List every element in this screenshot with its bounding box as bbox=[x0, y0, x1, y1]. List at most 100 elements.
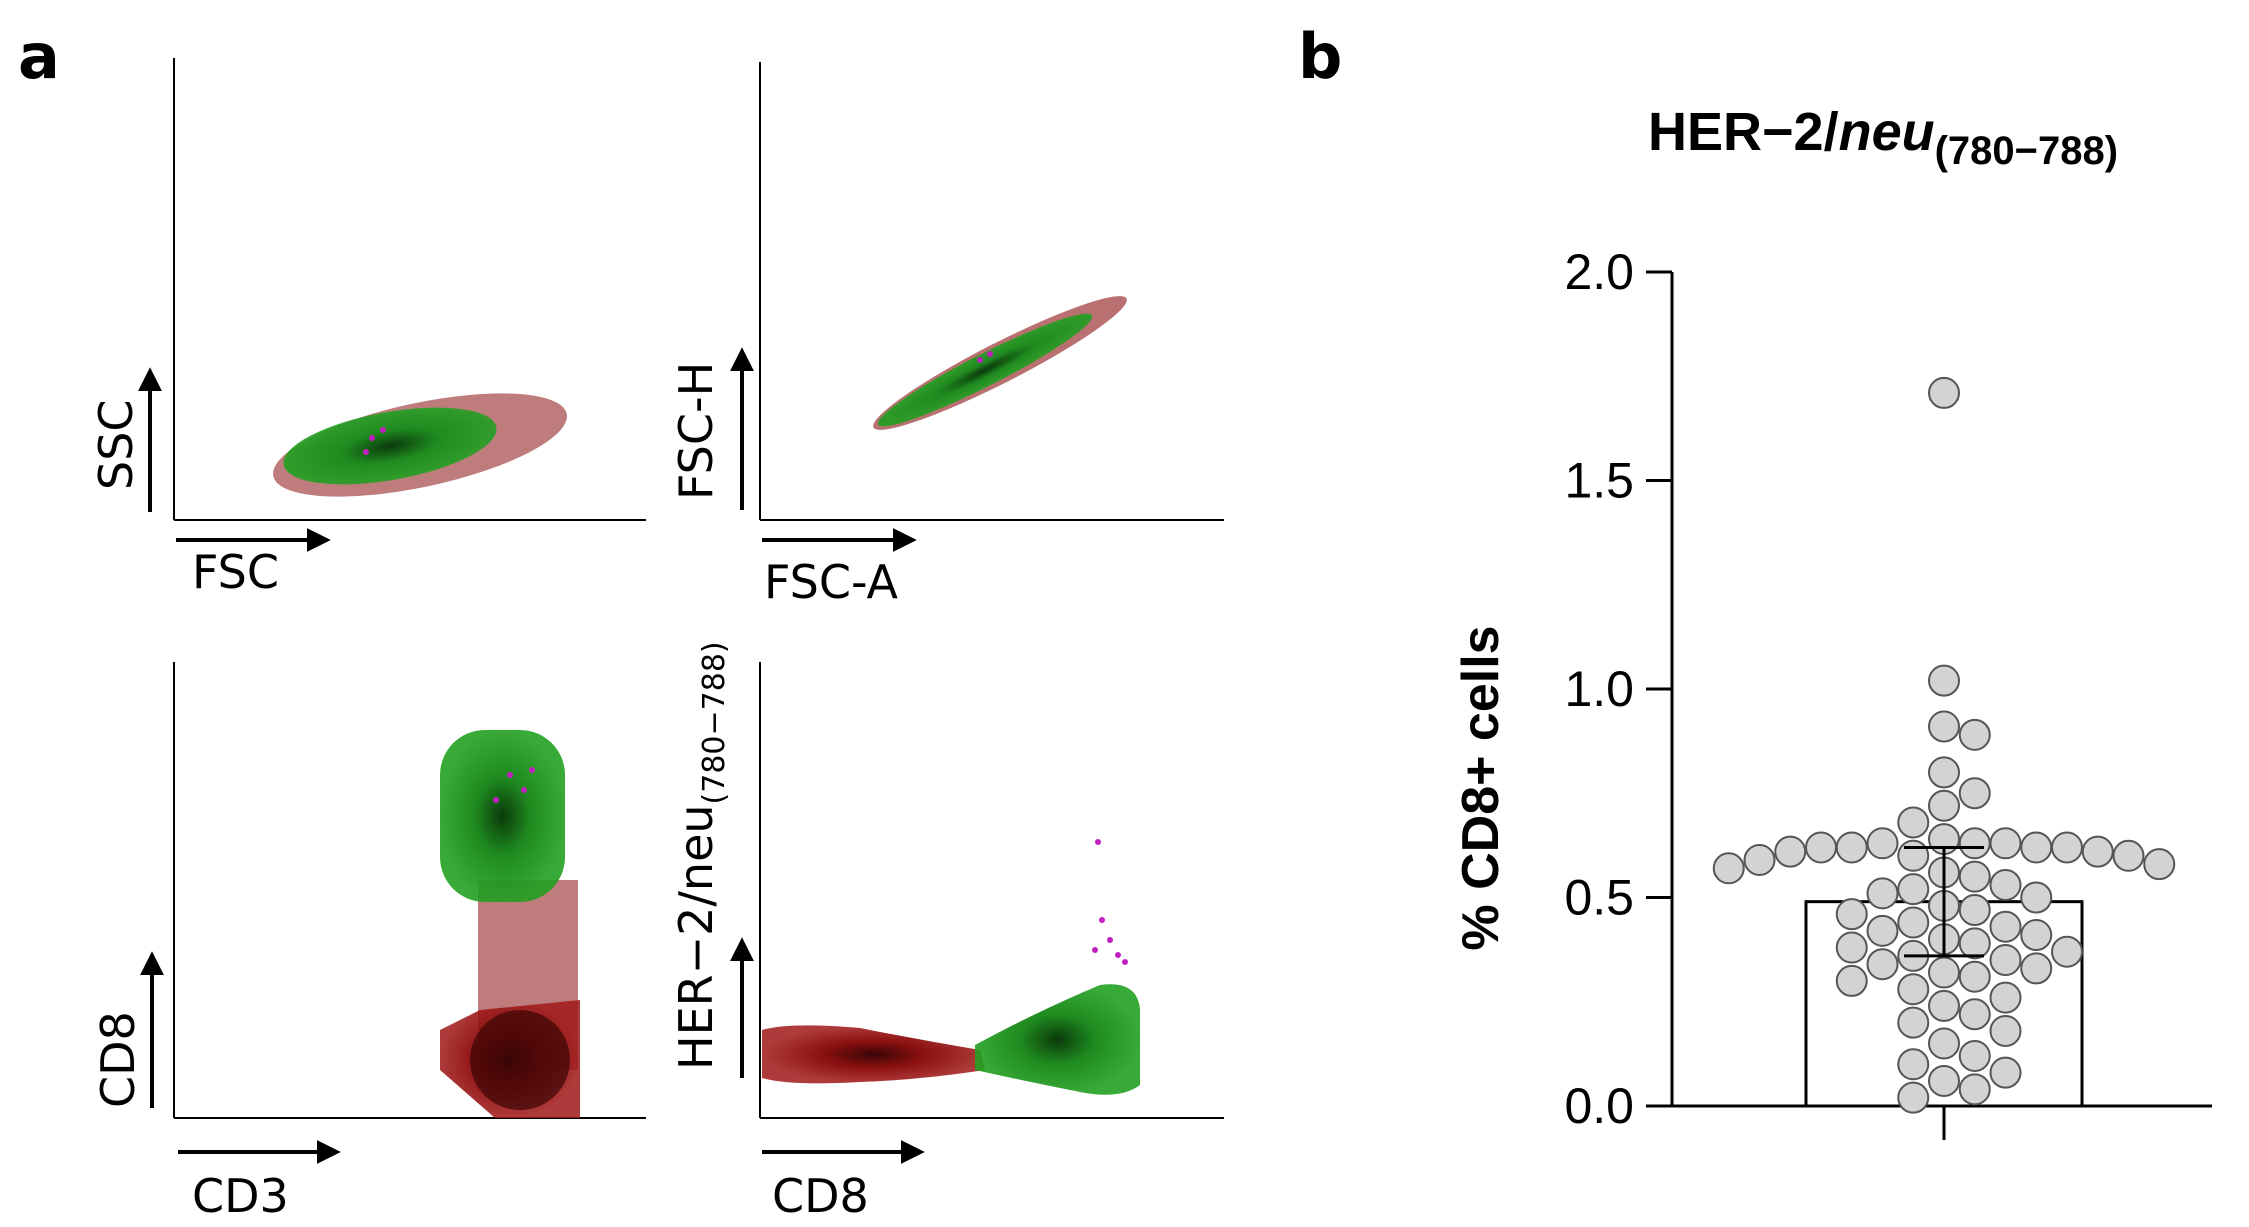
green-population bbox=[440, 730, 565, 902]
data-point bbox=[1928, 376, 1960, 409]
data-point bbox=[1928, 1064, 1960, 1097]
flow-plot-ssc-fsc: FSC SSC bbox=[89, 58, 646, 599]
y-tick-label: 1.5 bbox=[1564, 453, 1634, 509]
green-population bbox=[975, 984, 1140, 1095]
data-point bbox=[1958, 1073, 1991, 1106]
data-point bbox=[2112, 839, 2145, 872]
data-point bbox=[1989, 944, 2022, 977]
magenta-dot bbox=[1115, 952, 1121, 958]
chart-title: HER−2/neu(780−788) bbox=[1648, 102, 2118, 173]
y-label-sub: (780−788) bbox=[697, 641, 732, 804]
data-point bbox=[1866, 914, 1899, 947]
y-axis-label: % CD8+ cells bbox=[1452, 625, 1510, 950]
data-point bbox=[1835, 964, 1868, 997]
y-label: HER−2/neu(780−788) bbox=[669, 641, 732, 1070]
y-label: SSC bbox=[89, 399, 143, 490]
y-ticks: 0.0 0.5 1.0 1.5 2.0 bbox=[1564, 244, 1672, 1134]
data-point bbox=[1958, 1039, 1991, 1072]
data-point bbox=[1928, 1027, 1960, 1060]
chart-title-sub: (780−788) bbox=[1935, 129, 2118, 173]
data-point bbox=[2051, 831, 2083, 864]
data-point bbox=[1928, 710, 1960, 743]
data-point bbox=[1928, 756, 1960, 789]
data-point bbox=[1958, 960, 1991, 993]
data-point bbox=[1835, 931, 1868, 964]
data-point bbox=[1835, 831, 1868, 864]
data-point bbox=[1928, 956, 1960, 989]
data-point bbox=[1958, 894, 1991, 927]
red-population-core bbox=[470, 1010, 570, 1110]
data-point bbox=[1989, 1014, 2022, 1047]
green-population bbox=[283, 407, 497, 485]
data-point bbox=[1989, 1056, 2022, 1089]
magenta-dot bbox=[380, 427, 386, 433]
data-point bbox=[1897, 873, 1930, 906]
data-point bbox=[1958, 827, 1991, 860]
x-label: FSC bbox=[192, 545, 279, 599]
magenta-dot bbox=[493, 797, 499, 803]
error-bar bbox=[1904, 845, 1984, 958]
data-point bbox=[1897, 906, 1930, 939]
panel-label-a: a bbox=[18, 20, 60, 93]
data-point bbox=[1928, 664, 1960, 697]
data-point bbox=[1712, 852, 1745, 885]
magenta-dot bbox=[363, 449, 369, 455]
magenta-dot bbox=[521, 787, 527, 793]
data-point bbox=[1897, 1048, 1930, 1081]
data-point bbox=[1928, 989, 1960, 1022]
y-tick-label: 1.0 bbox=[1564, 661, 1634, 717]
data-point bbox=[1835, 898, 1868, 931]
data-point bbox=[2020, 831, 2053, 864]
data-point bbox=[1958, 718, 1991, 751]
y-tick-label: 0.5 bbox=[1564, 870, 1634, 926]
flow-plot-fsch-fsca: FSC-A FSC-H bbox=[669, 62, 1224, 609]
magenta-dot bbox=[977, 357, 983, 363]
data-point bbox=[1989, 827, 2022, 860]
flow-plot-her2-cd8: CD8 HER−2/neu(780−788) bbox=[669, 641, 1224, 1223]
data-point bbox=[1774, 835, 1807, 868]
data-point bbox=[1958, 998, 1991, 1031]
data-point bbox=[1897, 1006, 1930, 1039]
data-point bbox=[2020, 919, 2053, 952]
y-label: CD8 bbox=[91, 1011, 145, 1108]
magenta-dot bbox=[987, 351, 993, 357]
data-point bbox=[1989, 910, 2022, 943]
y-label: FSC-H bbox=[669, 362, 723, 500]
data-point bbox=[2020, 881, 2053, 914]
x-label: CD3 bbox=[192, 1169, 289, 1223]
panel-label-b: b bbox=[1298, 20, 1342, 93]
y-label-main: HER−2/neu bbox=[669, 804, 723, 1070]
data-point bbox=[2020, 952, 2053, 985]
data-point bbox=[2081, 835, 2114, 868]
y-tick-label: 2.0 bbox=[1564, 244, 1634, 300]
chart-title-italic: neu bbox=[1839, 102, 1935, 162]
data-point bbox=[1958, 927, 1991, 960]
data-point bbox=[1743, 843, 1776, 876]
data-point bbox=[1897, 806, 1930, 839]
red-population bbox=[762, 1025, 985, 1084]
data-point bbox=[1897, 973, 1930, 1006]
magenta-dot bbox=[529, 767, 535, 773]
magenta-dot bbox=[369, 435, 375, 441]
magenta-dot bbox=[1099, 917, 1105, 923]
green-population bbox=[877, 313, 1093, 427]
data-point bbox=[1958, 777, 1991, 810]
data-point bbox=[1866, 877, 1899, 910]
data-point bbox=[2143, 848, 2176, 881]
data-point bbox=[1989, 981, 2022, 1014]
x-label: CD8 bbox=[772, 1169, 869, 1223]
panel-b-chart: HER−2/neu(780−788) % CD8+ cells 0.0 0.5 1.… bbox=[1452, 102, 2212, 1140]
chart-title-main: HER−2/ bbox=[1648, 102, 1839, 162]
data-points bbox=[1712, 376, 2176, 1114]
magenta-dot bbox=[1122, 959, 1128, 965]
data-point bbox=[1958, 860, 1991, 893]
flow-plot-cd8-cd3: CD3 CD8 bbox=[91, 662, 646, 1223]
x-label: FSC-A bbox=[764, 555, 899, 609]
magenta-dot bbox=[1092, 947, 1098, 953]
data-point bbox=[1897, 839, 1930, 872]
data-point bbox=[1866, 948, 1899, 981]
data-point bbox=[1866, 827, 1899, 860]
data-point bbox=[1805, 831, 1837, 864]
magenta-dot bbox=[507, 772, 513, 778]
